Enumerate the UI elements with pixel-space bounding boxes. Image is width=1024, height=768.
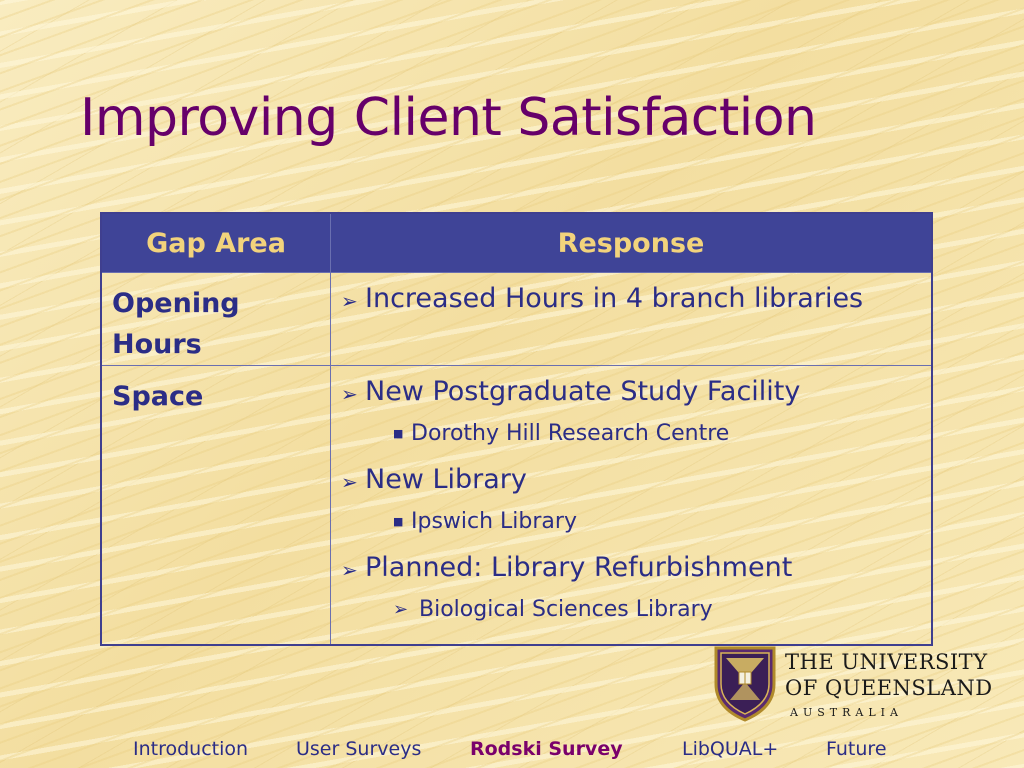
gap-area-label: Opening (112, 288, 240, 319)
footer-link-user-surveys[interactable]: User Surveys (296, 738, 422, 760)
table-header-row: Gap Area Response (100, 212, 933, 273)
footer-link-future[interactable]: Future (826, 738, 887, 760)
logo-line-3: AUSTRALIA (790, 706, 903, 719)
square-bullet-icon: ■ (393, 427, 404, 440)
footer-link-introduction[interactable]: Introduction (133, 738, 249, 760)
header-response: Response (330, 212, 933, 273)
logo-line-2: OF QUEENSLAND (785, 676, 993, 700)
table-row: Space ➢ New Postgraduate Study Facility … (100, 365, 933, 646)
arrowhead-bullet-icon: ➢ (341, 558, 358, 582)
response-subitem: ➢ Biological Sciences Library (341, 594, 925, 626)
response-item: ➢ New Postgraduate Study Facility (341, 374, 925, 412)
response-subitem: ■ Ipswich Library (341, 506, 925, 538)
gap-area-cell: Opening Hours (100, 272, 331, 366)
arrowhead-bullet-icon: ➢ (341, 289, 358, 313)
arrowhead-bullet-icon: ➢ (341, 382, 358, 406)
response-cell: ➢ New Postgraduate Study Facility ■ Doro… (330, 365, 933, 646)
square-bullet-icon: ■ (393, 515, 404, 528)
response-subitem-text: Ipswich Library (411, 509, 577, 534)
logo-line-1: THE UNIVERSITY (785, 650, 988, 674)
footer-nav: Introduction User Surveys Rodski Survey … (0, 738, 1024, 764)
gap-area-cell: Space (100, 365, 331, 646)
table-row: Opening Hours ➢ Increased Hours in 4 bra… (100, 272, 933, 366)
response-item: ➢ Increased Hours in 4 branch libraries (341, 281, 925, 319)
response-item: ➢ New Library (341, 462, 925, 500)
university-logo: THE UNIVERSITY OF QUEENSLAND AUSTRALIA (712, 644, 992, 724)
response-item-text: New Postgraduate Study Facility (365, 376, 801, 407)
gap-area-label: Hours (112, 329, 202, 360)
response-subitem: ■ Dorothy Hill Research Centre (341, 418, 925, 450)
footer-link-rodski-survey[interactable]: Rodski Survey (470, 738, 623, 760)
response-subitem-text: Biological Sciences Library (419, 597, 713, 622)
gap-response-table: Gap Area Response Opening Hours ➢ Increa… (100, 212, 933, 646)
response-cell: ➢ Increased Hours in 4 branch libraries (330, 272, 933, 366)
arrowhead-bullet-icon: ➢ (341, 470, 358, 494)
response-item-text: Planned: Library Refurbishment (365, 552, 793, 583)
slide-title: Improving Client Satisfaction (80, 88, 817, 148)
crest-icon (714, 646, 776, 722)
response-item-text: Increased Hours in 4 branch libraries (365, 283, 864, 314)
footer-link-libqual[interactable]: LibQUAL+ (682, 738, 779, 760)
response-item: ➢ Planned: Library Refurbishment (341, 550, 925, 588)
response-subitem-text: Dorothy Hill Research Centre (411, 421, 730, 446)
arrowhead-bullet-icon: ➢ (393, 599, 409, 620)
gap-area-label: Space (112, 381, 204, 412)
response-item-text: New Library (365, 464, 527, 495)
header-gap-area: Gap Area (100, 212, 331, 273)
